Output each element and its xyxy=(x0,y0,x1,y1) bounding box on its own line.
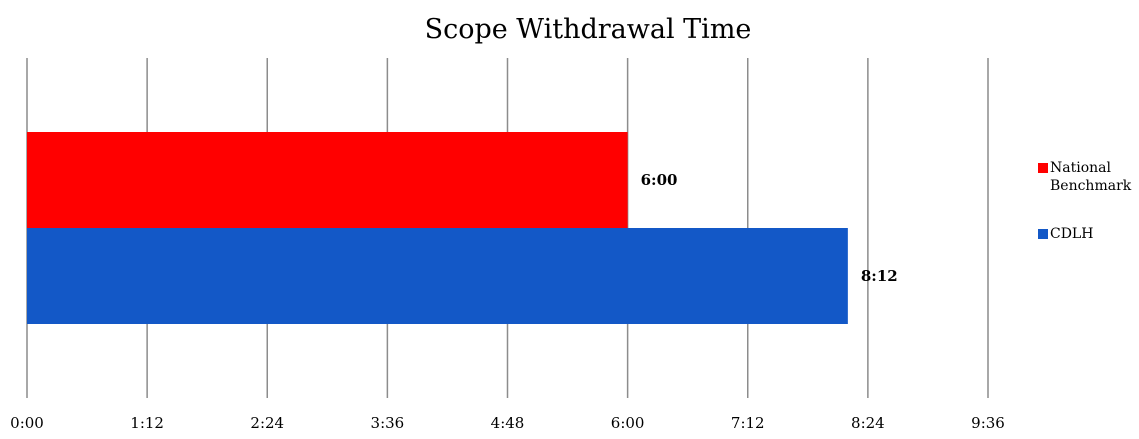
bar xyxy=(27,132,628,228)
legend-swatch xyxy=(1038,163,1048,173)
x-tick-label: 6:00 xyxy=(611,414,645,432)
legend-label-line: CDLH xyxy=(1050,226,1093,242)
legend-label: National Benchmark xyxy=(1050,160,1132,194)
legend: National Benchmark CDLH xyxy=(1038,160,1132,242)
x-tick-label: 8:24 xyxy=(851,414,885,432)
x-tick-label: 3:36 xyxy=(371,414,405,432)
legend-swatch xyxy=(1038,229,1048,239)
chart-title: Scope Withdrawal Time xyxy=(425,14,752,45)
bars-group xyxy=(27,132,848,324)
x-tick-label: 2:24 xyxy=(250,414,284,432)
bar xyxy=(27,228,848,324)
x-axis-ticks: 0:00 1:12 2:24 3:36 4:48 6:00 7:12 8:24 9:36 xyxy=(10,414,1005,432)
legend-label-line: Benchmark xyxy=(1050,178,1132,194)
x-tick-label: 1:12 xyxy=(130,414,164,432)
data-label: 8:12 xyxy=(861,267,898,285)
x-tick-label: 0:00 xyxy=(10,414,44,432)
legend-label-line: National xyxy=(1050,160,1111,176)
legend-label: CDLH xyxy=(1050,226,1093,242)
x-tick-label: 7:12 xyxy=(731,414,765,432)
x-tick-label: 4:48 xyxy=(491,414,525,432)
x-tick-label: 9:36 xyxy=(971,414,1005,432)
data-label: 6:00 xyxy=(641,171,678,189)
